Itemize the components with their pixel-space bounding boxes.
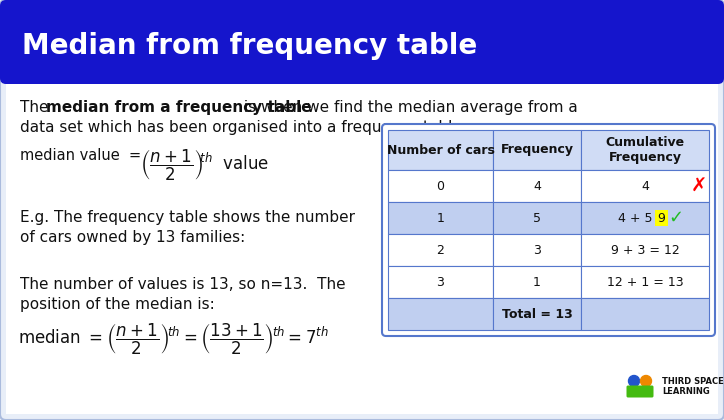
Text: Frequency: Frequency xyxy=(500,144,573,157)
Text: 3: 3 xyxy=(437,276,445,289)
Bar xyxy=(581,170,709,202)
FancyBboxPatch shape xyxy=(0,0,724,84)
Bar xyxy=(493,202,581,234)
Text: median from a frequency table: median from a frequency table xyxy=(46,100,311,115)
Bar xyxy=(581,266,709,298)
Bar xyxy=(6,78,718,414)
Text: 12 + 1 = 13: 12 + 1 = 13 xyxy=(607,276,683,289)
Text: $\left(\dfrac{n+1}{2}\right)^{\!\!th}$  value: $\left(\dfrac{n+1}{2}\right)^{\!\!th}$ v… xyxy=(140,148,269,183)
Text: 0: 0 xyxy=(437,179,445,192)
Text: The: The xyxy=(20,100,54,115)
Bar xyxy=(655,210,668,226)
Bar xyxy=(493,130,581,170)
Circle shape xyxy=(641,375,652,386)
Text: Median number of cars = 1: Median number of cars = 1 xyxy=(388,305,615,323)
Circle shape xyxy=(628,375,639,386)
Text: data set which has been organised into a frequency table.: data set which has been organised into a… xyxy=(20,120,467,135)
Bar xyxy=(493,170,581,202)
Text: 4: 4 xyxy=(533,179,541,192)
Text: ✗: ✗ xyxy=(691,176,707,195)
FancyBboxPatch shape xyxy=(626,386,654,397)
Bar xyxy=(388,202,493,234)
Text: 3: 3 xyxy=(533,244,541,257)
Bar xyxy=(388,130,493,170)
Text: 4 + 5 =: 4 + 5 = xyxy=(618,212,672,225)
Text: LEARNING: LEARNING xyxy=(662,387,710,396)
Text: Number of cars: Number of cars xyxy=(387,144,494,157)
Text: The number of values is 13, so n=13.  The: The number of values is 13, so n=13. The xyxy=(20,277,345,292)
Text: E.g. The frequency table shows the number: E.g. The frequency table shows the numbe… xyxy=(20,210,355,225)
Text: Cumulative
Frequency: Cumulative Frequency xyxy=(605,136,685,164)
Text: THIRD SPACE: THIRD SPACE xyxy=(662,377,724,386)
Bar xyxy=(581,298,709,330)
Text: 2: 2 xyxy=(437,244,445,257)
Text: 1: 1 xyxy=(437,212,445,225)
Text: is when we find the median average from a: is when we find the median average from … xyxy=(239,100,578,115)
Text: 9: 9 xyxy=(657,212,665,225)
Bar xyxy=(493,266,581,298)
Text: 9 + 3 = 12: 9 + 3 = 12 xyxy=(610,244,679,257)
Bar xyxy=(388,170,493,202)
Text: 4: 4 xyxy=(641,179,649,192)
Text: of cars owned by 13 families:: of cars owned by 13 families: xyxy=(20,230,245,245)
Bar xyxy=(388,298,493,330)
Text: Median from frequency table: Median from frequency table xyxy=(22,32,477,60)
Bar xyxy=(581,234,709,266)
Bar xyxy=(581,202,709,234)
Text: position of the median is:: position of the median is: xyxy=(20,297,215,312)
Text: 5: 5 xyxy=(533,212,541,225)
Bar xyxy=(388,234,493,266)
Bar xyxy=(581,130,709,170)
Text: median value  =: median value = xyxy=(20,149,141,163)
Bar xyxy=(493,298,581,330)
Bar xyxy=(6,50,718,78)
FancyBboxPatch shape xyxy=(382,124,715,336)
Text: ✓: ✓ xyxy=(668,209,683,227)
Text: 1: 1 xyxy=(533,276,541,289)
Text: Total = 13: Total = 13 xyxy=(502,307,573,320)
Text: median $= \left(\dfrac{n+1}{2}\right)^{\!th} = \left(\dfrac{13+1}{2}\right)^{\!t: median $= \left(\dfrac{n+1}{2}\right)^{\… xyxy=(18,322,329,357)
Bar xyxy=(493,234,581,266)
Bar xyxy=(388,266,493,298)
